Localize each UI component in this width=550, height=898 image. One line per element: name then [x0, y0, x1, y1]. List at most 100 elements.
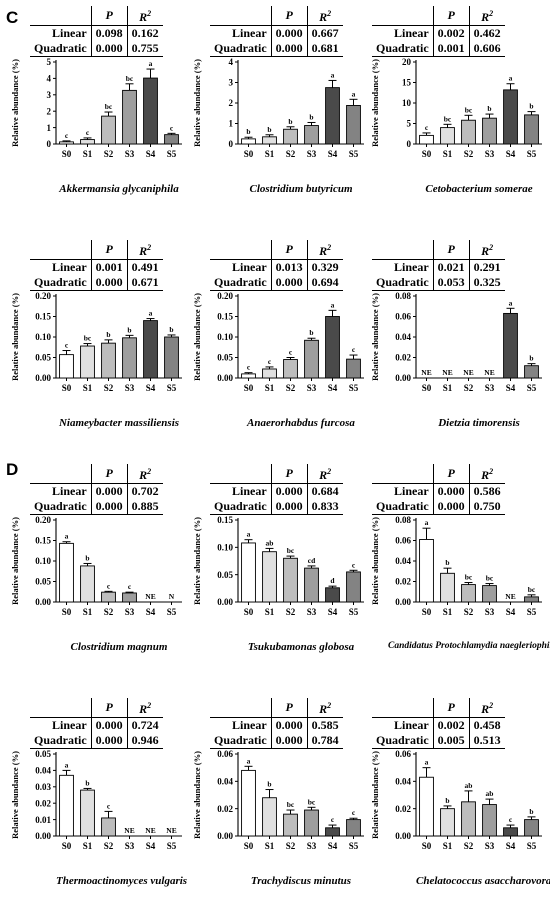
y-tick-label: 0.10	[217, 543, 233, 553]
stats-header-blank	[30, 240, 92, 260]
x-tick-label: S3	[485, 149, 495, 159]
y-tick-label: 0.06	[395, 312, 411, 322]
bar	[122, 592, 137, 603]
stats-linear-r2: 0.684	[306, 483, 343, 499]
bar	[304, 809, 319, 837]
stats-quadratic-r2: 0.671	[126, 275, 163, 291]
stats-header-r2: R2	[126, 6, 163, 26]
stats-linear-r2: 0.162	[126, 25, 163, 41]
y-tick-label: 0.15	[35, 536, 51, 546]
y-tick-label: 0	[47, 139, 52, 149]
x-tick-label: S5	[527, 607, 537, 617]
bar	[59, 141, 74, 145]
stats-table: P R2 Linear 0.001 0.491 Quadratic 0.000 0.671	[30, 240, 163, 291]
stats-table: P R2 Linear 0.000 0.585 Quadratic 0.000 0.784	[210, 698, 343, 749]
stats-linear-r2: 0.667	[306, 25, 343, 41]
stats-header-r2: R2	[126, 464, 163, 484]
y-tick-label: 0.00	[35, 831, 51, 841]
stats-quadratic-p: 0.000	[90, 499, 128, 515]
stats-linear-r2: 0.462	[468, 25, 505, 41]
x-tick-label: S1	[83, 383, 93, 393]
stats-row-quadratic-label: Quadratic	[372, 275, 434, 291]
x-tick-label: S5	[349, 607, 359, 617]
y-tick-label: 0.02	[395, 804, 411, 814]
stats-quadratic-p: 0.000	[270, 275, 308, 291]
stats-table: P R2 Linear 0.013 0.329 Quadratic 0.000 0.694	[210, 240, 343, 291]
stats-linear-p: 0.000	[90, 717, 128, 733]
significance-letter: a	[331, 70, 335, 79]
stats-table: P R2 Linear 0.002 0.462 Quadratic 0.001 0.606	[372, 6, 505, 57]
significance-letter: b	[309, 328, 313, 337]
bar	[122, 89, 137, 145]
stats-quadratic-r2: 0.833	[306, 499, 343, 515]
stats-header-r2: R2	[126, 698, 163, 718]
species-name: Dietzia timorensis	[438, 417, 520, 429]
panel-letter-d: D	[6, 460, 19, 479]
stats-row-linear-label: Linear	[394, 26, 429, 40]
bar	[461, 584, 476, 603]
bar	[241, 373, 256, 379]
significance-letter: bc	[105, 102, 113, 111]
x-tick-label: S5	[527, 841, 537, 851]
stats-header-blank	[30, 464, 92, 484]
bar-chart: 0.00 0.02 0.04 0.06 Relative abundance (%) a S…	[370, 749, 542, 851]
y-tick-label: 0.04	[395, 777, 411, 787]
significance-letter: bc	[308, 797, 316, 806]
bar	[101, 817, 116, 837]
species-name: Chelatococcus asaccharovorans	[416, 875, 550, 887]
significance-letter: c	[352, 345, 356, 354]
y-tick-label: 0.02	[395, 577, 411, 587]
stats-quadratic-p: 0.000	[270, 733, 308, 749]
significance-letter: NE	[124, 826, 134, 835]
significance-letter: c	[268, 357, 272, 366]
y-tick-label: 0	[407, 139, 412, 149]
bar-chart: 0.00 0.05 0.10 0.15 0.20 Relative abundance (…	[10, 291, 182, 393]
bar	[346, 105, 361, 145]
stats-row-linear-label: Linear	[232, 718, 267, 732]
y-axis-label: Relative abundance (%)	[370, 751, 380, 839]
significance-letter: c	[128, 582, 132, 591]
x-tick-label: S5	[349, 383, 359, 393]
stats-linear-p: 0.002	[432, 25, 470, 41]
bar	[101, 342, 116, 379]
species-name: Anaerorhabdus furcosa	[247, 417, 355, 429]
significance-letter: bc	[465, 105, 473, 114]
stats-header-blank	[372, 698, 434, 718]
y-tick-label: 2	[47, 106, 52, 116]
x-tick-label: S5	[349, 149, 359, 159]
significance-letter: NE	[145, 592, 155, 601]
x-tick-label: S3	[307, 149, 317, 159]
stats-header-blank	[210, 6, 272, 26]
x-tick-label: S5	[527, 149, 537, 159]
stats-row-quadratic-label: Quadratic	[30, 733, 92, 749]
bar	[262, 368, 277, 379]
y-tick-label: 0.08	[395, 291, 411, 301]
significance-letter: cd	[308, 556, 316, 565]
x-tick-label: S0	[62, 149, 72, 159]
bar	[524, 114, 539, 145]
x-tick-label: S4	[506, 383, 516, 393]
stats-header-blank	[372, 6, 434, 26]
significance-letter: b	[267, 125, 271, 134]
significance-letter: b	[106, 330, 110, 339]
stats-header-r2: R2	[468, 464, 505, 484]
stats-quadratic-r2: 0.784	[306, 733, 343, 749]
x-tick-label: S2	[286, 149, 296, 159]
significance-letter: c	[170, 123, 174, 132]
stats-quadratic-p: 0.001	[432, 41, 470, 57]
significance-letter: bc	[486, 574, 494, 583]
bar	[325, 827, 340, 837]
stats-table: P R2 Linear 0.000 0.586 Quadratic 0.000 0.750	[372, 464, 505, 515]
x-tick-label: S1	[443, 149, 453, 159]
significance-letter: NE	[505, 592, 515, 601]
stats-header-p: P	[270, 6, 308, 26]
y-tick-label: 0.00	[217, 373, 233, 383]
stats-header-p: P	[432, 240, 470, 260]
significance-letter: NE	[166, 826, 176, 835]
x-tick-label: S0	[422, 383, 432, 393]
bar	[524, 819, 539, 837]
y-tick-label: 0.06	[217, 749, 233, 759]
bar-chart: 0.00 0.05 0.10 0.15 0.20 Relative abundance (…	[10, 515, 182, 617]
significance-letter: c	[107, 581, 111, 590]
bar	[419, 539, 434, 603]
